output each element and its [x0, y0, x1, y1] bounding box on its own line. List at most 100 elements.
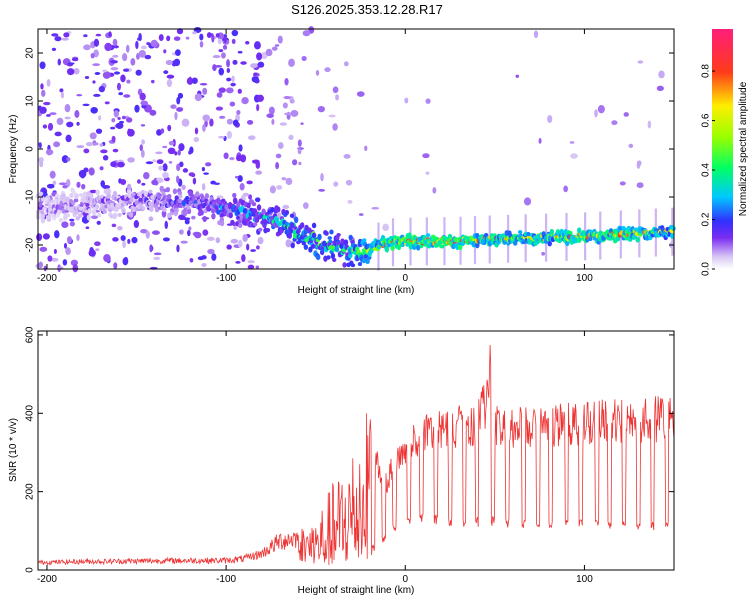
- noise-cell: [570, 153, 578, 159]
- noise-cell: [218, 135, 225, 139]
- noise-cell: [226, 59, 231, 68]
- noise-cell: [235, 154, 243, 162]
- noise-cell: [176, 163, 181, 172]
- ridge-cell: [112, 212, 118, 220]
- noise-cell: [83, 44, 91, 51]
- noise-cell: [117, 225, 123, 231]
- ridge-cell: [162, 207, 167, 213]
- noise-cell: [92, 142, 99, 146]
- noise-cell: [221, 52, 226, 59]
- ridge-cell: [219, 220, 225, 227]
- noise-cell: [52, 180, 57, 186]
- noise-cell: [181, 118, 190, 127]
- noise-cell: [145, 230, 150, 239]
- noise-cell: [285, 177, 293, 186]
- noise-cell: [110, 60, 118, 64]
- ridge-cell: [167, 193, 172, 200]
- noise-cell: [237, 50, 243, 54]
- ridge-cell: [336, 232, 341, 237]
- ridge-cell: [308, 246, 313, 253]
- noise-cell: [223, 152, 229, 160]
- noise-cell: [594, 109, 598, 118]
- x-tick-label: 100: [576, 273, 593, 284]
- noise-cell: [123, 68, 130, 72]
- ridge-cell: [315, 254, 321, 261]
- noise-cell: [201, 183, 206, 191]
- noise-cell: [66, 68, 75, 76]
- noise-cell: [184, 219, 190, 225]
- ridge-cell: [87, 208, 92, 215]
- ridge-cell: [254, 217, 260, 223]
- noise-cell: [42, 124, 48, 129]
- ridge-cell: [407, 232, 412, 239]
- noise-cell: [211, 34, 215, 43]
- noise-cell: [99, 143, 104, 147]
- noise-cell: [245, 40, 250, 45]
- noise-cell: [209, 118, 214, 127]
- ridge-cell: [549, 228, 555, 235]
- noise-cell: [96, 220, 101, 225]
- noise-cell: [283, 95, 291, 100]
- noise-cell: [201, 262, 207, 267]
- noise-cell: [98, 115, 102, 121]
- ridge-cell: [177, 198, 182, 203]
- noise-cell: [162, 237, 170, 242]
- noise-cell: [276, 185, 283, 190]
- noise-cell: [49, 170, 56, 179]
- noise-cell: [62, 259, 68, 266]
- noise-cell: [218, 49, 224, 53]
- ridge-cell: [65, 213, 71, 218]
- noise-cell: [216, 92, 223, 98]
- noise-cell: [547, 114, 553, 124]
- ridge-cell: [317, 233, 322, 241]
- ridge-cell: [290, 222, 295, 229]
- ridge-cell: [384, 246, 390, 253]
- noise-cell: [45, 149, 54, 156]
- noise-cell: [297, 148, 302, 155]
- ridge-cell: [95, 189, 100, 196]
- noise-cell: [78, 169, 87, 178]
- noise-cell: [40, 83, 44, 90]
- noise-cell: [242, 234, 248, 242]
- noise-cell: [300, 122, 304, 125]
- noise-cell: [162, 163, 168, 172]
- ridge-cell: [222, 200, 228, 206]
- noise-cell: [61, 155, 69, 164]
- colorbar-label: Normalized spectral amplitude: [738, 81, 749, 216]
- noise-cell: [50, 257, 59, 262]
- noise-cell: [235, 260, 241, 264]
- noise-cell: [110, 126, 116, 130]
- ridge-cell: [598, 230, 603, 235]
- x-tick-label: 100: [576, 574, 593, 585]
- noise-cell: [202, 229, 209, 236]
- noise-cell: [66, 157, 71, 162]
- noise-cell: [257, 61, 265, 68]
- ridge-cell: [73, 198, 79, 203]
- ridge-cell: [50, 199, 55, 204]
- noise-cell: [127, 157, 135, 163]
- ridge-cell: [112, 190, 118, 197]
- noise-cell: [152, 159, 157, 163]
- noise-cell: [218, 87, 226, 93]
- noise-cell: [318, 188, 326, 192]
- noise-cell: [252, 159, 260, 164]
- noise-cell: [192, 31, 197, 35]
- ridge-cell: [85, 203, 90, 207]
- noise-cell: [148, 216, 154, 222]
- noise-cell: [569, 141, 575, 144]
- colorbar-tick-label: 0.4: [701, 163, 712, 177]
- ridge-cell: [327, 236, 332, 240]
- noise-cell: [255, 170, 263, 175]
- noise-cell: [281, 177, 287, 181]
- ridge-cell: [126, 183, 132, 191]
- noise-cell: [256, 52, 263, 61]
- noise-cell: [83, 148, 90, 154]
- noise-cell: [69, 221, 76, 227]
- noise-cell: [611, 120, 618, 126]
- noise-cell: [215, 106, 224, 111]
- noise-cell: [83, 34, 88, 38]
- noise-cell: [151, 179, 158, 186]
- ridge-cell: [626, 225, 631, 232]
- noise-cell: [422, 153, 430, 159]
- ridge-cell: [204, 193, 210, 199]
